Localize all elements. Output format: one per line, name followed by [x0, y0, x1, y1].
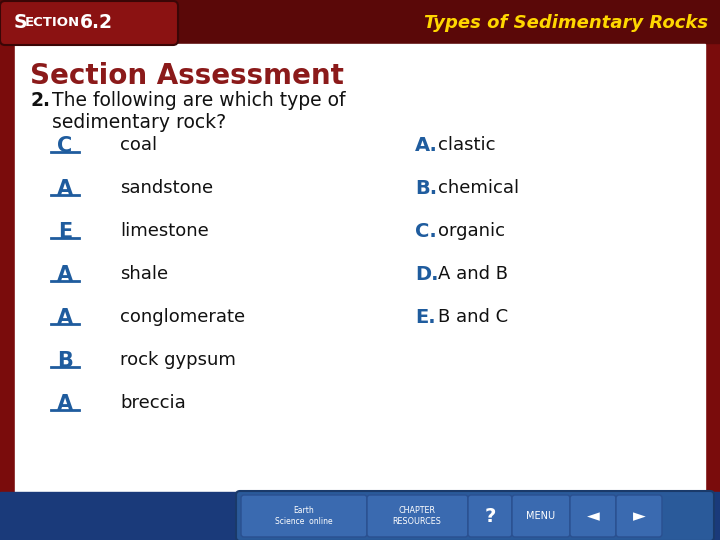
Text: B: B	[57, 351, 73, 371]
Text: MENU: MENU	[526, 511, 556, 521]
Text: A: A	[57, 265, 73, 285]
FancyBboxPatch shape	[512, 495, 570, 537]
Text: clastic: clastic	[438, 136, 495, 154]
Bar	[0, 0, 720, 43]
Text: 2.: 2.	[30, 91, 50, 110]
Text: A: A	[57, 394, 73, 414]
Text: sandstone: sandstone	[120, 179, 213, 197]
Text: CHAPTER
RESOURCES: CHAPTER RESOURCES	[392, 505, 441, 526]
FancyBboxPatch shape	[0, 1, 178, 45]
Text: D.: D.	[415, 265, 438, 284]
FancyBboxPatch shape	[468, 495, 512, 537]
Text: A: A	[57, 179, 73, 199]
FancyBboxPatch shape	[570, 495, 616, 537]
Text: breccia: breccia	[120, 394, 186, 412]
Text: chemical: chemical	[438, 179, 519, 197]
Text: ◄: ◄	[587, 507, 599, 525]
Text: Earth
Science  online: Earth Science online	[275, 505, 333, 526]
FancyBboxPatch shape	[241, 495, 367, 537]
Text: ?: ?	[485, 507, 495, 525]
Text: ECTION: ECTION	[25, 17, 80, 30]
Text: organic: organic	[438, 222, 505, 240]
Text: A and B: A and B	[438, 265, 508, 283]
Text: coal: coal	[120, 136, 157, 154]
Text: Section Assessment: Section Assessment	[30, 62, 344, 90]
FancyBboxPatch shape	[367, 495, 468, 537]
Text: ►: ►	[633, 507, 645, 525]
Text: S: S	[14, 14, 27, 32]
FancyBboxPatch shape	[236, 491, 714, 540]
Text: The following are which type of: The following are which type of	[52, 91, 346, 110]
Text: E.: E.	[415, 308, 436, 327]
Text: rock gypsum: rock gypsum	[120, 351, 236, 369]
Text: C: C	[58, 136, 73, 156]
Text: sedimentary rock?: sedimentary rock?	[52, 113, 226, 132]
Text: conglomerate: conglomerate	[120, 308, 245, 326]
Text: shale: shale	[120, 265, 168, 283]
Bar	[15, 44, 705, 492]
Text: limestone: limestone	[120, 222, 209, 240]
Text: B.: B.	[415, 179, 437, 198]
Text: Types of Sedimentary Rocks: Types of Sedimentary Rocks	[424, 14, 708, 32]
Text: A: A	[57, 308, 73, 328]
Text: 6.2: 6.2	[80, 14, 113, 32]
Text: E: E	[58, 222, 72, 242]
Bar	[0, 492, 720, 540]
Text: C.: C.	[415, 222, 437, 241]
FancyBboxPatch shape	[616, 495, 662, 537]
Text: B and C: B and C	[438, 308, 508, 326]
Text: A.: A.	[415, 136, 438, 155]
